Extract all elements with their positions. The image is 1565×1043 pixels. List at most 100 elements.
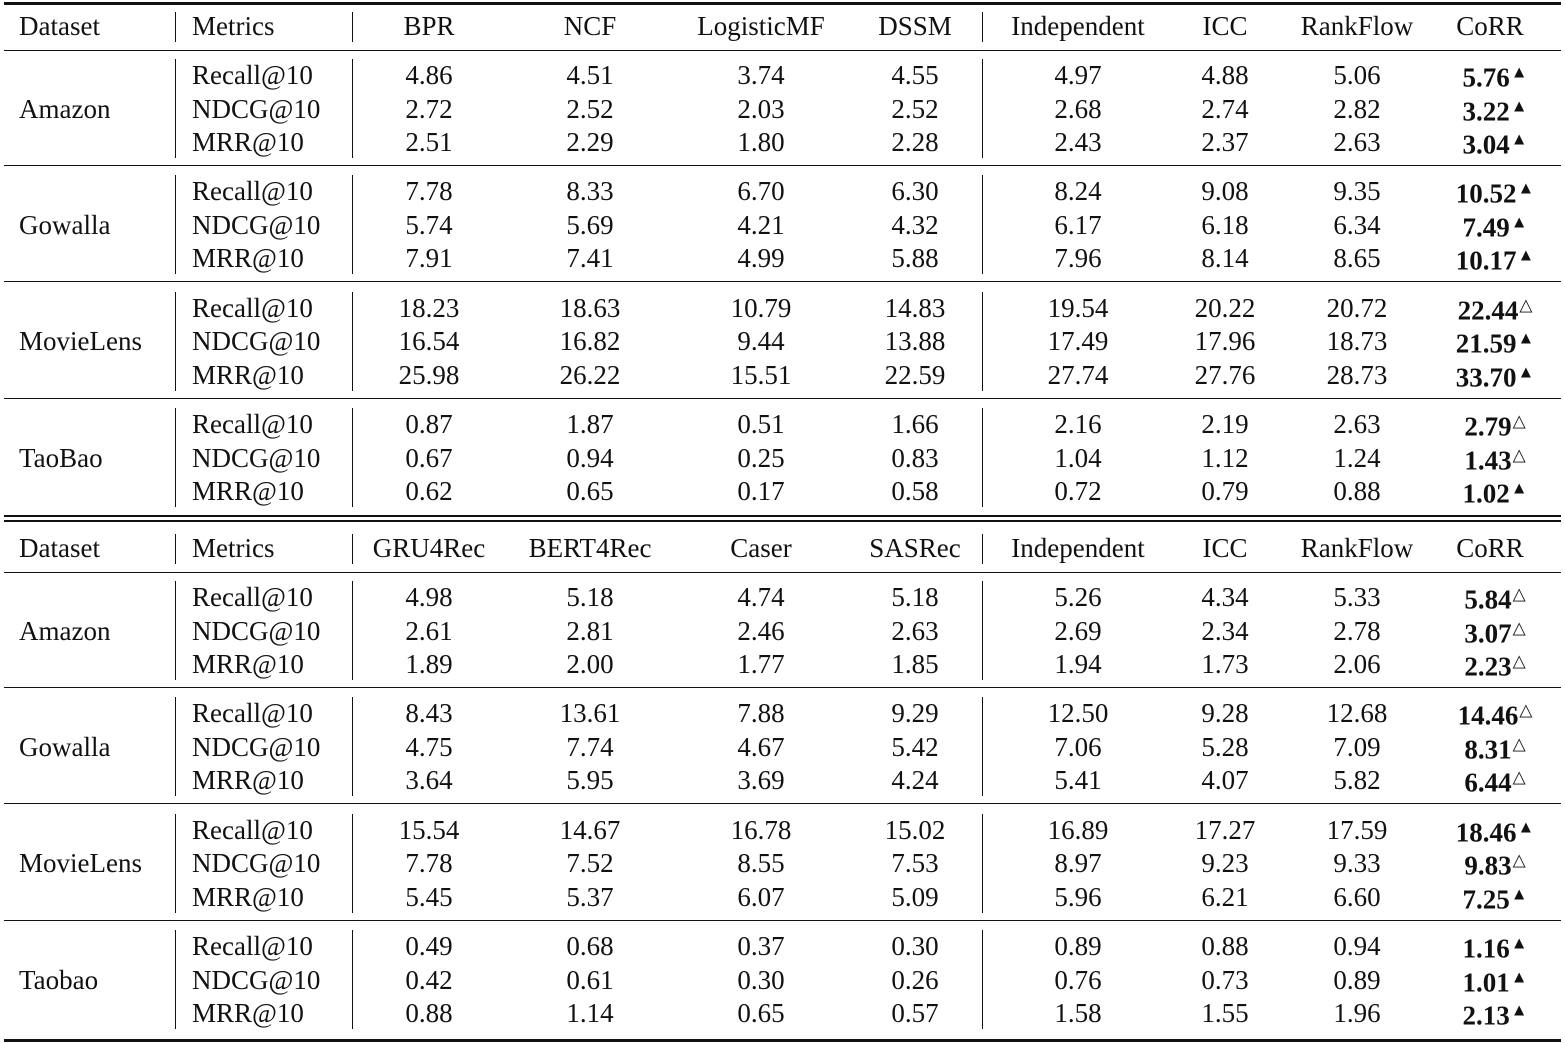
column-separator [175,930,176,1030]
value-text: 14.83 [884,292,946,323]
dataset-name: Amazon [19,93,111,124]
value-text: 0.61 [566,964,614,995]
value-cell: 0.76 [1054,963,1101,997]
value-cell: 5.06 [1333,58,1380,92]
value-text: 9.35 [1333,176,1381,207]
value-cell: 0.30 [891,929,938,963]
value-text: 5.88 [891,243,939,274]
value-text: 4.07 [1201,765,1249,796]
value-cell: 13.88 [885,324,946,358]
best-value: 8.31△ [1464,727,1525,766]
value-text: 7.78 [405,848,453,879]
value-text: 2.51 [405,127,453,157]
value-text: 1.89 [405,649,453,679]
value-text: 1.87 [566,409,614,440]
value-cell: 2.69 [1054,614,1101,648]
value-text: 1.14 [566,998,614,1029]
significance-marker: ▲ [1510,933,1528,953]
value-text: 5.96 [1054,881,1102,912]
significance-marker: ▲ [1510,478,1528,498]
metric-name: MRR@10 [192,881,304,912]
value-text: 4.67 [737,731,785,762]
value-text: 2.19 [1201,409,1249,440]
value-cell: 9.44 [737,324,784,358]
value-cell: 8.33 [566,174,613,208]
value-cell: 18.63 [560,291,621,325]
column-separator [175,175,176,275]
value-cell: 27.74 [1048,358,1109,392]
value-cell: 15.54 [399,813,460,847]
value-text: 2.28 [891,127,939,157]
rule [4,515,1561,517]
value-text: 0.58 [891,476,939,507]
column-header: Independent [1011,11,1145,41]
value-cell: 1.89 [405,647,452,681]
value-text: 16.82 [559,326,621,357]
value-text: 4.32 [891,209,939,240]
value-text: 6.60 [1333,881,1381,912]
value-text: 21.59 [1455,328,1517,359]
value-text: 6.17 [1054,209,1102,240]
value-text: 3.04 [1462,129,1510,160]
value-cell: 0.88 [1333,474,1380,508]
value-text: 1.02 [1462,478,1510,509]
significance-marker: △ [1512,734,1526,754]
metric-name: MRR@10 [192,649,304,679]
value-text: 5.95 [566,765,614,796]
value-text: 5.09 [891,881,939,912]
column-separator [175,291,176,391]
rule [4,687,1561,688]
value-cell: 7.53 [891,846,938,880]
column-separator [175,408,176,508]
value-text: 1.94 [1054,649,1102,679]
value-cell: 4.74 [737,580,784,614]
value-cell: 0.49 [405,929,452,963]
value-text: 18.46 [1455,817,1517,848]
value-text: 4.99 [737,243,785,274]
value-text: 18.73 [1326,326,1388,357]
value-text: 1.01 [1462,967,1510,998]
best-value: 7.49▲ [1462,205,1527,244]
value-text: 10.79 [730,292,792,323]
metric-name: MRR@10 [192,359,304,390]
column-header: BERT4Rec [528,533,652,563]
column-separator [982,930,983,1030]
value-text: 8.97 [1054,848,1102,879]
value-text: 8.33 [566,176,614,207]
value-text: 20.22 [1194,292,1256,323]
value-text: 0.17 [737,476,785,507]
value-text: 0.30 [891,931,939,962]
value-text: 2.34 [1201,615,1249,646]
significance-marker: ▲ [1517,817,1535,837]
column-separator [175,813,176,913]
value-cell: 2.06 [1333,647,1380,681]
value-cell: 7.06 [1054,730,1101,764]
rule [4,572,1561,573]
value-cell: 1.04 [1054,441,1101,475]
value-text: 0.87 [405,409,453,440]
value-text: 3.07 [1464,618,1512,648]
value-text: 15.51 [730,359,792,390]
value-text: 5.82 [1333,765,1381,796]
value-cell: 2.63 [891,614,938,648]
value-text: 5.18 [891,582,939,612]
significance-marker: △ [1512,767,1526,787]
value-cell: 5.69 [566,208,613,242]
value-text: 1.73 [1201,649,1249,679]
dataset-name: Gowalla [19,209,111,240]
value-text: 9.29 [891,698,939,729]
best-value: 1.43△ [1464,438,1525,477]
value-text: 0.88 [1333,476,1381,507]
value-cell: 20.22 [1195,291,1256,325]
value-text: 0.25 [737,442,785,473]
value-cell: 6.21 [1201,880,1248,914]
value-cell: 1.24 [1333,441,1380,475]
value-cell: 8.97 [1054,846,1101,880]
significance-marker: ▲ [1510,212,1528,232]
value-text: 2.43 [1054,127,1102,157]
best-value: 3.04▲ [1462,123,1527,162]
column-header: DSSM [878,11,952,41]
metric-name: Recall@10 [192,409,313,440]
value-text: 6.44 [1464,767,1512,798]
value-cell: 0.65 [566,474,613,508]
